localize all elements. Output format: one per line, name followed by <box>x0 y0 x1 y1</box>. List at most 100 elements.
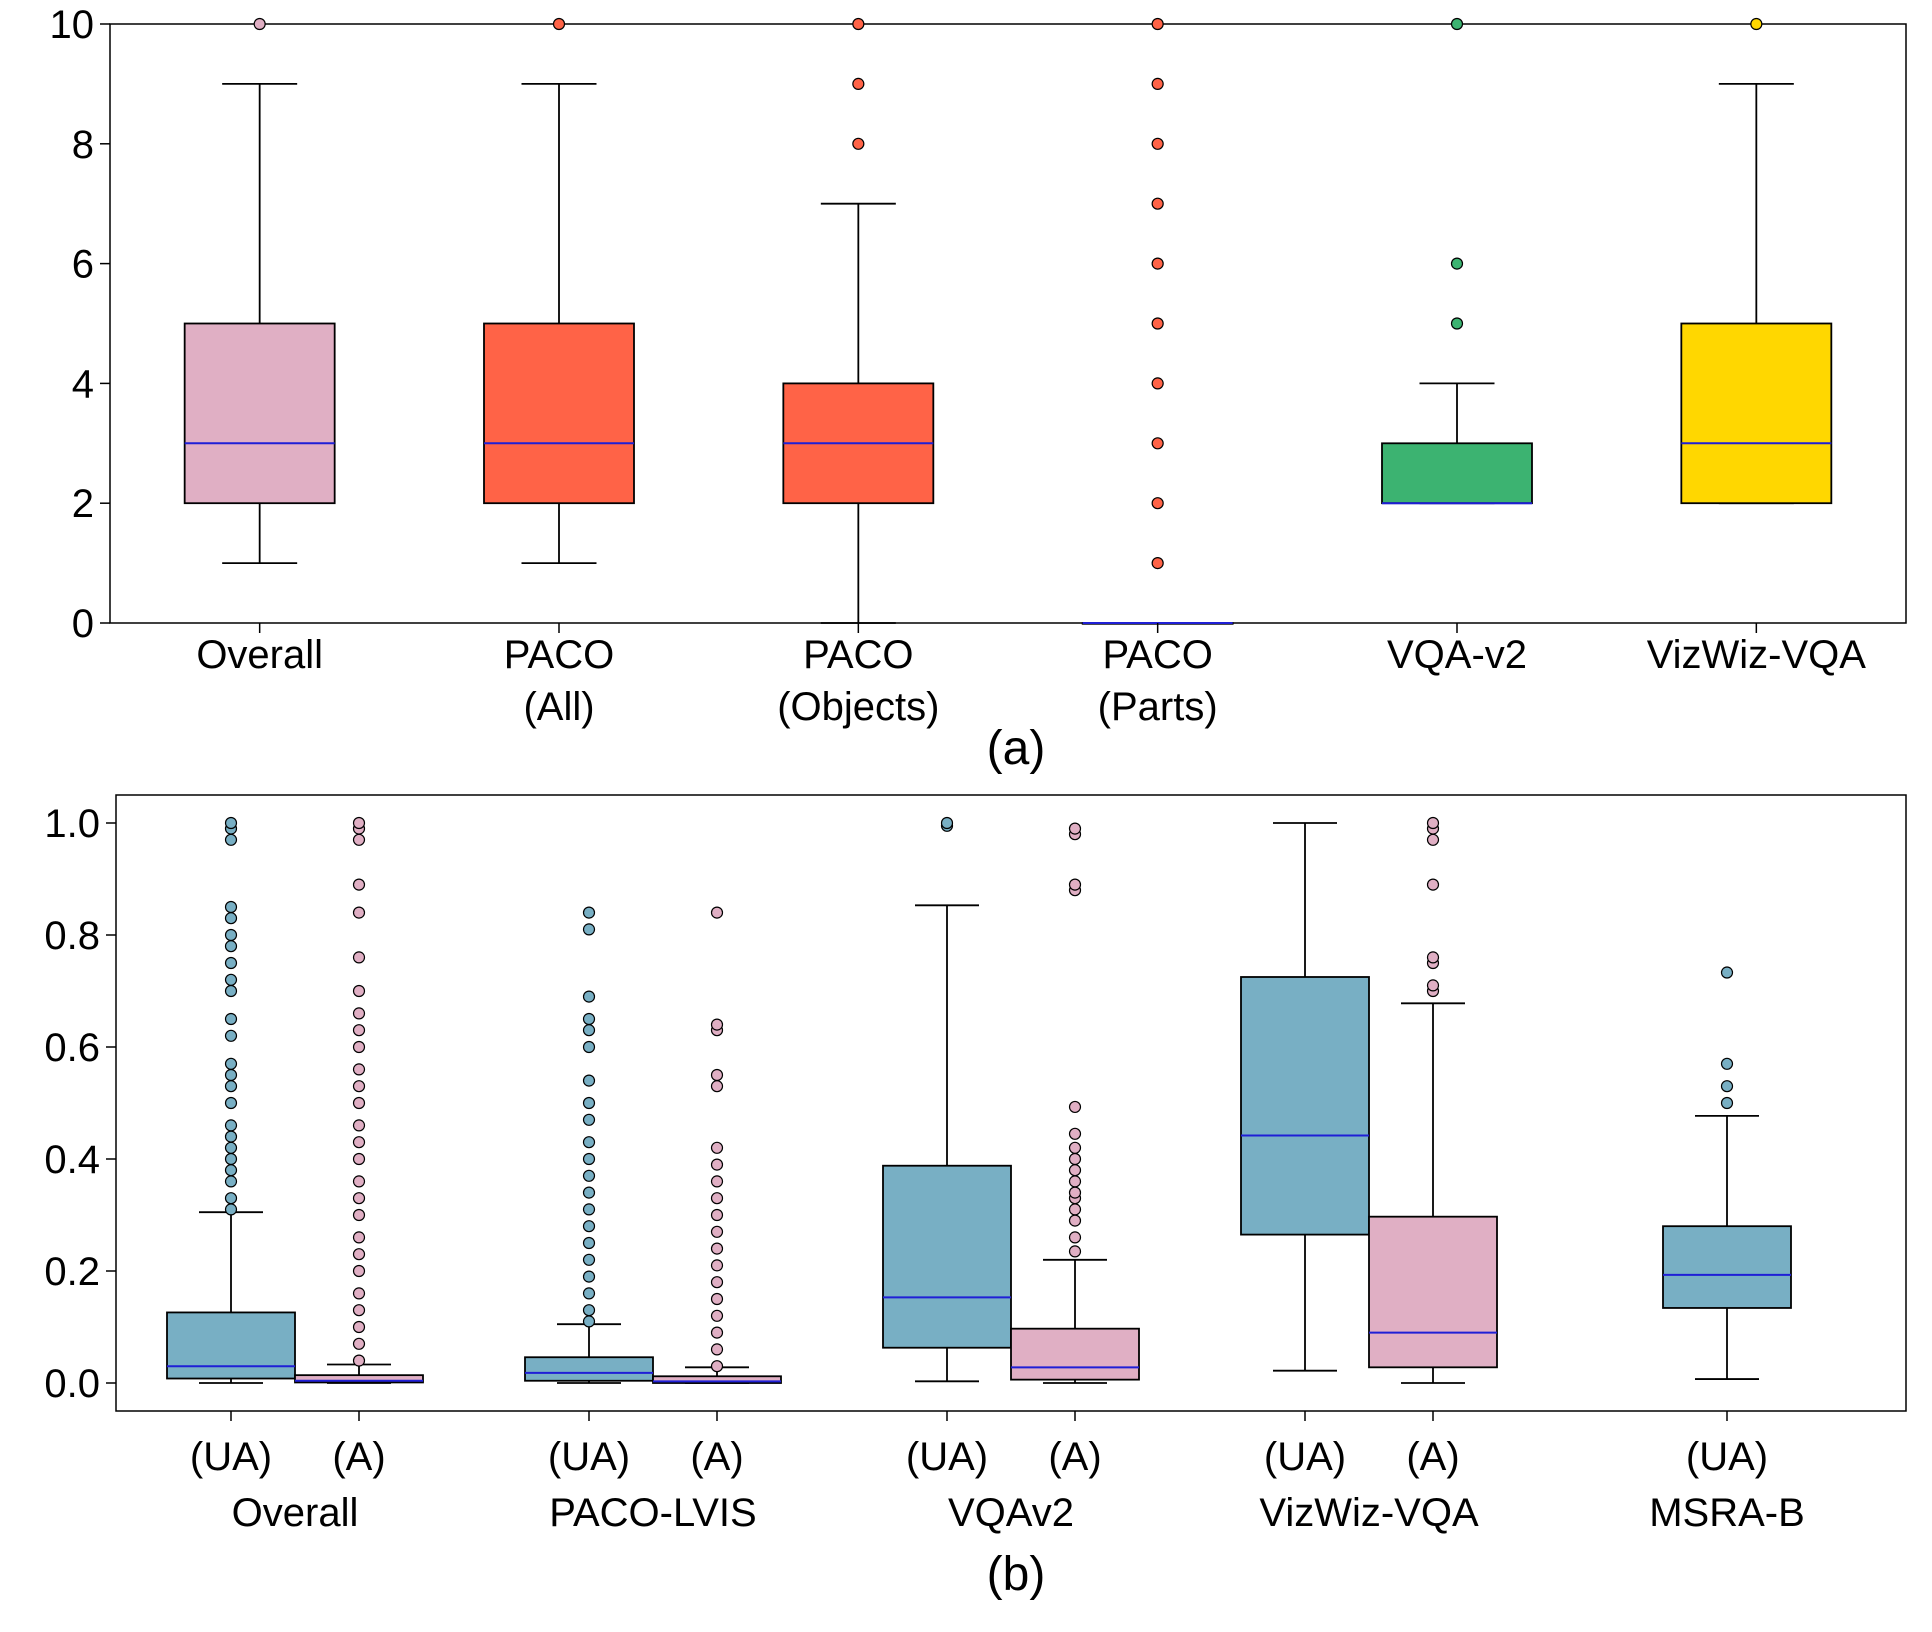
b-0-0-outlier-point <box>224 1192 238 1205</box>
b-4-0-outlier-point <box>1720 1096 1734 1110</box>
b-2-1-outlier-point <box>1068 822 1082 835</box>
b-box-tag-label: (A) <box>1048 1435 1101 1479</box>
b-box-tag-label: (UA) <box>906 1435 988 1479</box>
b-3-1-outlier-point <box>1426 816 1440 830</box>
b-1-1-outlier-point <box>710 1068 724 1082</box>
b-3-0-iqr-rect <box>1240 976 1370 1236</box>
a-3-outlier-point <box>1151 197 1164 210</box>
b-2-1-outlier-point <box>1068 1231 1082 1244</box>
b-1-1-iqr-rect <box>652 1375 782 1384</box>
a-2-outlier-point <box>852 137 865 150</box>
b-2-1-outlier-point <box>1068 1186 1082 1199</box>
b-0-1-outlier-point <box>352 1192 366 1205</box>
b-0-1-outlier-point <box>352 1175 366 1188</box>
b-group-label: PACO-LVIS <box>549 1491 756 1535</box>
b-1-0-outlier-point <box>582 1012 596 1026</box>
b-2-1-outlier-point <box>1068 1141 1082 1154</box>
b-1-0-outlier-point <box>582 1152 596 1166</box>
b-1-0-outlier-point <box>582 1024 596 1037</box>
b-1-1-outlier-point <box>710 906 724 919</box>
b-1-0-outlier-point <box>582 1304 596 1317</box>
b-3-0-box <box>1240 822 1370 1372</box>
b-group-label: VizWiz-VQA <box>1259 1491 1479 1535</box>
b-0-1-outlier-point <box>352 1080 366 1093</box>
b-0-0-outlier-point <box>224 1068 238 1082</box>
a-4-outlier-point <box>1450 17 1464 31</box>
b-0-0-outlier-point <box>224 1141 238 1154</box>
a-ytick-label: 10 <box>50 3 95 47</box>
b-box-tag-label: (A) <box>690 1435 743 1479</box>
b-0-1-iqr-rect <box>294 1374 424 1384</box>
b-2-1-outlier-point <box>1068 1214 1082 1227</box>
b-0-1-outlier-point <box>352 1208 366 1222</box>
a-category-label: PACO <box>803 633 913 677</box>
b-1-1-outlier-point <box>710 1208 724 1222</box>
a-category-label: (Parts) <box>1098 685 1218 729</box>
b-0-0-outlier-point <box>224 912 238 925</box>
b-1-1-outlier-point <box>710 1259 724 1272</box>
b-1-0-outlier-point <box>582 1040 596 1054</box>
b-1-1-outlier-point <box>710 1343 724 1356</box>
a-2-box <box>782 17 935 624</box>
b-0-1-outlier-point <box>352 1337 366 1350</box>
a-5-outlier-point <box>1750 17 1763 31</box>
b-3-1-outlier-point <box>1426 833 1440 846</box>
b-1-0-outlier-point <box>582 906 596 919</box>
b-group-label: VQAv2 <box>948 1491 1074 1535</box>
b-ytick-label: 0.8 <box>44 914 100 958</box>
b-0-0-outlier-point <box>224 928 238 942</box>
a-frame <box>109 23 1907 624</box>
b-1-1-box <box>652 906 782 1384</box>
b-0-1-outlier-point <box>352 1320 366 1334</box>
b-ytick-label: 0.0 <box>44 1362 100 1406</box>
b-3-1-outlier-point <box>1426 878 1440 891</box>
a-ytick-label: 2 <box>72 482 94 526</box>
b-1-0-outlier-point <box>582 1096 596 1110</box>
b-group-label: Overall <box>232 1491 359 1535</box>
b-1-1-outlier-point <box>710 1080 724 1093</box>
a-4-iqr-rect <box>1381 442 1533 505</box>
a-3-outlier-point <box>1151 377 1164 390</box>
panel-b-boxplot: 0.0 0.2 0.4 0.6 0.8 1.0 (UA) (A) Overall (UA) (A) P… <box>44 794 1907 1535</box>
a-3-outlier-point <box>1151 497 1164 510</box>
b-0-1-outlier-point <box>352 1024 366 1037</box>
a-5-iqr-rect <box>1680 322 1833 505</box>
a-2-outlier-point <box>852 77 865 91</box>
a-category-label: VQA-v2 <box>1387 633 1527 677</box>
b-ytick-label: 1.0 <box>44 802 100 846</box>
b-2-1-outlier-point <box>1068 1203 1082 1216</box>
panel-b-caption: (b) <box>987 1548 1046 1601</box>
b-0-0-outlier-point <box>224 1080 238 1093</box>
b-0-0-outlier-point <box>224 1012 238 1026</box>
b-1-1-outlier-point <box>710 1292 724 1306</box>
a-1-outlier-point <box>552 17 566 31</box>
b-0-0-outlier-point <box>224 900 238 914</box>
b-0-1-outlier-point <box>352 1231 366 1244</box>
b-ytick-label: 0.6 <box>44 1026 100 1070</box>
b-0-0-outlier-point <box>224 1119 238 1132</box>
b-1-0-outlier-point <box>582 1220 596 1233</box>
b-1-0-outlier-point <box>582 1113 596 1126</box>
b-0-0-outlier-point <box>224 1152 238 1166</box>
a-3-outlier-point <box>1151 137 1164 150</box>
a-2-outlier-point <box>852 17 865 31</box>
b-0-1-outlier-point <box>352 833 366 846</box>
b-1-1-outlier-point <box>710 1141 724 1154</box>
a-0-iqr-rect <box>183 322 336 505</box>
b-4-0-outlier-point <box>1720 1080 1734 1093</box>
b-1-0-outlier-point <box>582 1270 596 1283</box>
a-ytick-label: 4 <box>72 362 94 406</box>
a-3-outlier-point <box>1151 77 1164 91</box>
b-0-0-outlier-point <box>224 1130 238 1143</box>
a-4-box <box>1381 17 1533 505</box>
b-0-1-outlier-point <box>352 1304 366 1317</box>
b-0-1-outlier-point <box>352 1136 366 1149</box>
b-1-1-outlier-point <box>710 1276 724 1289</box>
b-1-0-iqr-rect <box>524 1356 654 1382</box>
b-ytick-label: 0.2 <box>44 1250 100 1294</box>
b-0-0-outlier-point <box>224 1175 238 1188</box>
b-1-1-outlier-point <box>710 1309 724 1322</box>
b-1-0-outlier-point <box>582 1253 596 1266</box>
a-0-outlier-point <box>253 17 266 31</box>
b-0-1-outlier-point <box>352 1063 366 1076</box>
